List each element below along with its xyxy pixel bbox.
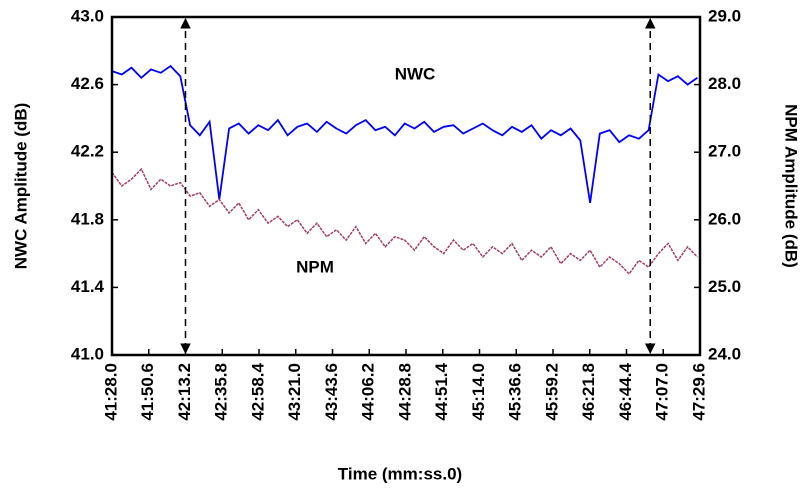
x-tick-label: 41:28.0: [101, 363, 120, 421]
x-tick-label: 43:43.6: [322, 363, 341, 421]
x-tick-label: 43:21.0: [285, 363, 304, 421]
y2-tick-label: 24.0: [708, 344, 741, 363]
x-tick-label: 42:58.4: [248, 362, 267, 420]
x-tick-label: 47:29.6: [689, 363, 708, 421]
x-tick-label: 41:50.6: [138, 363, 157, 421]
x-tick-label: 44:06.2: [359, 363, 378, 421]
x-tick-label: 46:21.8: [579, 363, 598, 421]
x-tick-label: 42:13.2: [175, 363, 194, 421]
y-tick-label: 41.8: [71, 209, 104, 228]
x-tick-label: 45:59.2: [542, 363, 561, 421]
y-tick-label: 43.0: [71, 6, 104, 25]
y2-tick-label: 25.0: [708, 277, 741, 296]
x-tick-label: 46:44.4: [616, 362, 635, 420]
x-tick-label: 47:07.0: [653, 363, 672, 421]
x-tick-label: 44:28.8: [395, 363, 414, 421]
y2-tick-label: 27.0: [708, 142, 741, 161]
y2-tick-label: 29.0: [708, 6, 741, 25]
x-tick-label: 45:36.6: [506, 363, 525, 421]
y2-tick-label: 28.0: [708, 74, 741, 93]
y2-axis-title: NPM Amplitude (dB): [782, 104, 801, 268]
y-tick-label: 42.2: [71, 142, 104, 161]
series-line: [111, 167, 698, 276]
series-annotation: NPM: [296, 257, 334, 276]
y2-tick-label: 26.0: [708, 209, 741, 228]
x-tick-label: 45:14.0: [469, 363, 488, 421]
y-tick-label: 42.6: [71, 74, 104, 93]
series-line: [111, 64, 698, 204]
y-tick-label: 41.0: [71, 344, 104, 363]
y-tick-label: 41.4: [71, 277, 105, 296]
y-axis-title: NWC Amplitude (dB): [11, 103, 30, 270]
series-annotation: NWC: [395, 64, 436, 83]
x-tick-label: 42:35.8: [212, 363, 231, 421]
x-tick-label: 44:51.4: [432, 362, 451, 420]
x-axis-title: Time (mm:ss.0): [338, 464, 462, 483]
